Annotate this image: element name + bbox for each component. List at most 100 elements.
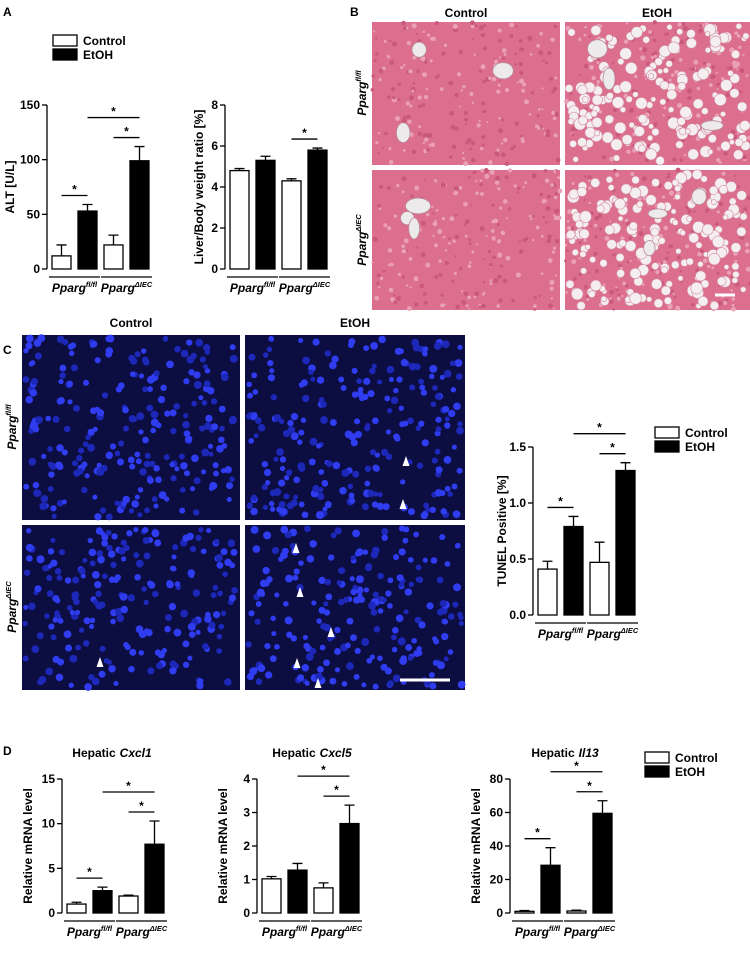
texture xyxy=(412,55,417,60)
texture xyxy=(743,207,748,212)
nucleus xyxy=(127,456,135,464)
nucleus xyxy=(402,537,409,544)
nucleus xyxy=(78,567,86,575)
fat-vacuole xyxy=(571,248,579,257)
nucleus xyxy=(355,575,364,584)
genotype-superscript: fl/fl xyxy=(86,280,98,289)
texture xyxy=(693,210,696,213)
nucleus xyxy=(326,460,333,468)
texture xyxy=(614,172,620,178)
nucleus xyxy=(398,405,404,411)
fat-vacuole xyxy=(660,285,671,296)
nucleus xyxy=(173,628,182,637)
texture xyxy=(488,262,493,267)
nucleus xyxy=(308,369,314,376)
texture xyxy=(422,141,426,145)
texture xyxy=(716,82,719,86)
texture xyxy=(566,226,572,231)
texture xyxy=(375,52,379,56)
nucleus xyxy=(166,580,173,587)
genotype-superscript: fl/fl xyxy=(4,403,13,415)
texture xyxy=(542,215,546,219)
texture xyxy=(608,297,612,301)
fat-vacuole xyxy=(601,131,614,144)
nucleus xyxy=(218,405,226,413)
legend-label: EtOH xyxy=(675,765,705,779)
nucleus xyxy=(418,621,426,629)
significance-label: * xyxy=(126,779,131,793)
texture xyxy=(426,33,431,37)
texture xyxy=(496,222,500,227)
texture xyxy=(571,133,575,137)
texture xyxy=(386,55,391,59)
y-tick-label: 0 xyxy=(496,906,503,920)
nucleus xyxy=(109,443,117,450)
texture xyxy=(738,223,742,226)
significance-label: * xyxy=(574,759,579,773)
bar xyxy=(566,910,587,914)
texture xyxy=(702,61,706,65)
fat-vacuole xyxy=(742,32,750,40)
nucleus xyxy=(91,677,100,686)
nucleus xyxy=(98,601,106,609)
nucleus xyxy=(444,422,451,429)
y-tick-label: 2 xyxy=(243,839,250,853)
fat-vacuole xyxy=(662,67,670,74)
nucleus xyxy=(147,386,154,392)
nucleus xyxy=(403,609,409,615)
nucleus xyxy=(36,555,45,564)
texture xyxy=(405,101,410,106)
texture xyxy=(401,118,407,124)
nucleus xyxy=(319,644,326,651)
nucleus xyxy=(452,510,461,519)
genotype-superscript: fl/fl xyxy=(101,924,113,933)
texture xyxy=(498,116,502,120)
texture xyxy=(499,264,503,268)
nucleus xyxy=(257,664,266,673)
fat-vacuole xyxy=(632,91,639,98)
genotype-superscript: fl/fl xyxy=(572,626,584,635)
genotype-superscript: ΔIEC xyxy=(312,280,331,289)
nucleus xyxy=(434,488,443,497)
texture xyxy=(547,234,552,239)
nucleus xyxy=(26,528,32,534)
legend-label: EtOH xyxy=(83,48,113,62)
nucleus xyxy=(315,511,324,519)
texture xyxy=(545,205,551,211)
genotype-name: Pparg xyxy=(538,627,573,641)
nucleus xyxy=(213,470,219,477)
texture xyxy=(469,147,473,151)
texture xyxy=(663,225,668,231)
nucleus xyxy=(334,527,342,535)
nucleus xyxy=(364,480,371,487)
nucleus xyxy=(54,597,61,604)
texture xyxy=(401,275,405,279)
nucleus xyxy=(164,410,171,417)
nucleus xyxy=(118,382,125,389)
texture xyxy=(498,56,502,59)
fat-vacuole xyxy=(663,181,673,191)
nucleus xyxy=(364,465,372,472)
nucleus xyxy=(129,357,138,365)
texture xyxy=(482,109,487,114)
texture xyxy=(409,286,412,289)
nucleus xyxy=(169,409,177,417)
texture xyxy=(464,117,468,122)
texture xyxy=(476,123,481,128)
texture xyxy=(719,202,724,206)
texture xyxy=(625,284,629,288)
texture xyxy=(665,32,669,36)
legend-swatch xyxy=(654,426,680,439)
fat-vacuole xyxy=(695,241,703,249)
nucleus xyxy=(350,588,358,596)
nucleus xyxy=(403,526,410,533)
texture xyxy=(519,78,525,84)
texture xyxy=(679,39,685,45)
texture xyxy=(474,24,478,28)
nucleus xyxy=(35,416,43,424)
nucleus xyxy=(451,483,458,490)
texture xyxy=(388,287,394,293)
error-bar xyxy=(568,515,579,527)
texture xyxy=(407,306,412,311)
significance-label: * xyxy=(72,182,77,196)
